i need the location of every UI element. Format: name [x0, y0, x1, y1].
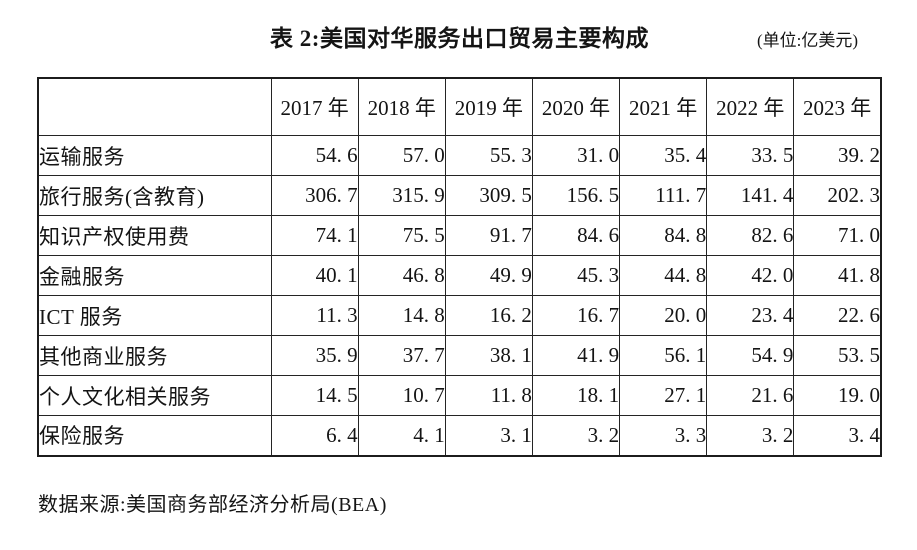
row-label: 运输服务: [37, 135, 272, 176]
value-cell: 11. 8: [444, 375, 533, 416]
value-cell: 309. 5: [444, 175, 533, 216]
value-cell: 91. 7: [444, 215, 533, 256]
value-cell: 38. 1: [444, 335, 533, 376]
value-cell: 35. 4: [619, 135, 708, 176]
value-cell: 16. 7: [531, 295, 621, 336]
value-cell: 40. 1: [270, 255, 359, 296]
row-label: 其他商业服务: [37, 335, 272, 376]
value-cell: 315. 9: [357, 175, 446, 216]
year-column-header: 2019 年: [444, 77, 533, 136]
value-cell: 3. 2: [531, 415, 621, 456]
year-column-header: 2023 年: [793, 77, 882, 136]
value-cell: 84. 6: [531, 215, 621, 256]
value-cell: 31. 0: [531, 135, 621, 176]
value-cell: 202. 3: [793, 175, 882, 216]
value-cell: 14. 8: [357, 295, 446, 336]
value-cell: 39. 2: [793, 135, 882, 176]
value-cell: 16. 2: [444, 295, 533, 336]
year-column-header: 2018 年: [357, 77, 446, 136]
value-cell: 45. 3: [531, 255, 621, 296]
row-label: 知识产权使用费: [37, 215, 272, 256]
table-row: 保险服务 6. 4 4. 1 3. 1 3. 2 3. 3 3. 2 3. 4: [37, 415, 882, 456]
value-cell: 41. 9: [531, 335, 621, 376]
row-label: 旅行服务(含教育): [37, 175, 272, 216]
value-cell: 42. 0: [706, 255, 795, 296]
value-cell: 56. 1: [619, 335, 708, 376]
table-row: 其他商业服务 35. 9 37. 7 38. 1 41. 9 56. 1 54. 9 53. …: [37, 335, 882, 376]
value-cell: 33. 5: [706, 135, 795, 176]
value-cell: 3. 4: [793, 415, 882, 456]
year-column-header: 2022 年: [706, 77, 795, 136]
value-cell: 54. 6: [270, 135, 359, 176]
table-title: 表 2:美国对华服务出口贸易主要构成: [270, 26, 649, 51]
value-cell: 41. 8: [793, 255, 882, 296]
value-cell: 19. 0: [793, 375, 882, 416]
value-cell: 44. 8: [619, 255, 708, 296]
value-cell: 14. 5: [270, 375, 359, 416]
value-cell: 156. 5: [531, 175, 621, 216]
value-cell: 3. 3: [619, 415, 708, 456]
value-cell: 27. 1: [619, 375, 708, 416]
value-cell: 21. 6: [706, 375, 795, 416]
value-cell: 306. 7: [270, 175, 359, 216]
value-cell: 55. 3: [444, 135, 533, 176]
table-row: ICT 服务 11. 3 14. 8 16. 2 16. 7 20. 0 23. 4 22. …: [37, 295, 882, 336]
value-cell: 11. 3: [270, 295, 359, 336]
value-cell: 3. 2: [706, 415, 795, 456]
year-column-header: 2021 年: [619, 77, 708, 136]
value-cell: 84. 8: [619, 215, 708, 256]
value-cell: 53. 5: [793, 335, 882, 376]
value-cell: 10. 7: [357, 375, 446, 416]
year-column-header: 2020 年: [531, 77, 621, 136]
value-cell: 23. 4: [706, 295, 795, 336]
value-cell: 3. 1: [444, 415, 533, 456]
corner-cell: [37, 77, 272, 136]
table-row: 运输服务 54. 6 57. 0 55. 3 31. 0 35. 4 33. 5 39. 2: [37, 135, 882, 176]
value-cell: 37. 7: [357, 335, 446, 376]
year-column-header: 2017 年: [270, 77, 359, 136]
table-row: 金融服务 40. 1 46. 8 49. 9 45. 3 44. 8 42. 0 41. 8: [37, 255, 882, 296]
value-cell: 4. 1: [357, 415, 446, 456]
data-source-note: 数据来源:美国商务部经济分析局(BEA): [38, 494, 387, 516]
row-label: 金融服务: [37, 255, 272, 296]
row-label: 保险服务: [37, 415, 272, 456]
header-row: 2017 年 2018 年 2019 年 2020 年 2021 年 2022 年 2023…: [37, 77, 882, 136]
value-cell: 35. 9: [270, 335, 359, 376]
title-row: 表 2:美国对华服务出口贸易主要构成 (单位:亿美元): [37, 20, 882, 58]
value-cell: 6. 4: [270, 415, 359, 456]
data-table: 2017 年 2018 年 2019 年 2020 年 2021 年 2022 年 2023…: [37, 77, 882, 457]
value-cell: 46. 8: [357, 255, 446, 296]
value-cell: 20. 0: [619, 295, 708, 336]
value-cell: 75. 5: [357, 215, 446, 256]
value-cell: 22. 6: [793, 295, 882, 336]
value-cell: 141. 4: [706, 175, 795, 216]
table-row: 个人文化相关服务 14. 5 10. 7 11. 8 18. 1 27. 1 21. 6 19…: [37, 375, 882, 416]
value-cell: 18. 1: [531, 375, 621, 416]
value-cell: 74. 1: [270, 215, 359, 256]
row-label: 个人文化相关服务: [37, 375, 272, 416]
value-cell: 82. 6: [706, 215, 795, 256]
value-cell: 71. 0: [793, 215, 882, 256]
value-cell: 57. 0: [357, 135, 446, 176]
value-cell: 49. 9: [444, 255, 533, 296]
value-cell: 54. 9: [706, 335, 795, 376]
row-label: ICT 服务: [37, 295, 272, 336]
table-row: 知识产权使用费 74. 1 75. 5 91. 7 84. 6 84. 8 82. 6 71.…: [37, 215, 882, 256]
unit-label: (单位:亿美元): [756, 31, 858, 50]
value-cell: 111. 7: [619, 175, 708, 216]
